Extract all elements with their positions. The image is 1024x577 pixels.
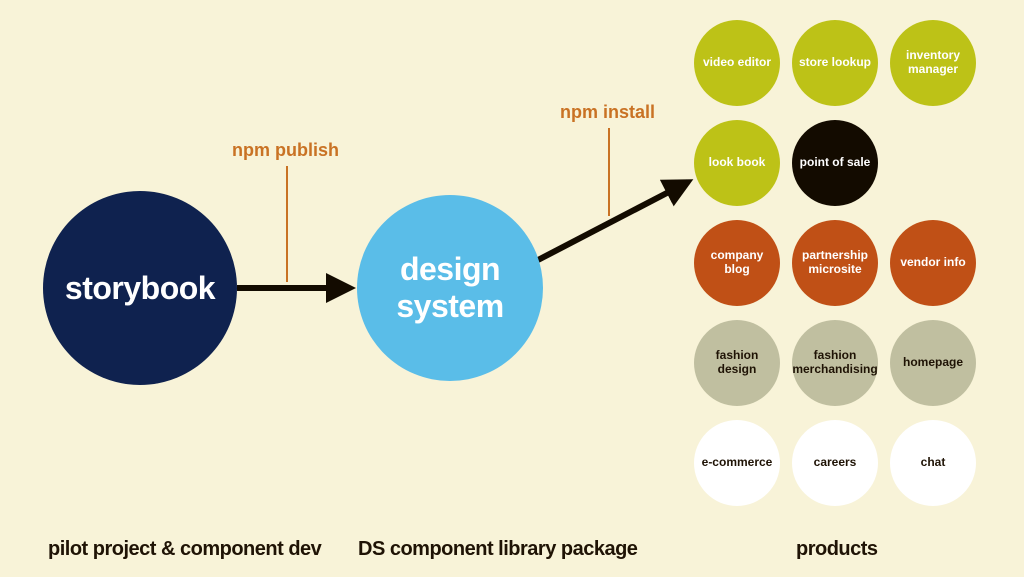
- product-label: inventory manager: [890, 45, 976, 81]
- product-circle: inventory manager: [890, 20, 976, 106]
- product-circle: point of sale: [792, 120, 878, 206]
- arrow-install: [538, 182, 688, 260]
- product-label: fashion merchandising: [788, 345, 881, 381]
- product-label: fashion design: [694, 345, 780, 381]
- product-circle: video editor: [694, 20, 780, 106]
- product-circle: company blog: [694, 220, 780, 306]
- product-circle: vendor info: [890, 220, 976, 306]
- cmd-install-label: npm install: [560, 102, 655, 123]
- caption-package: DS component library package: [358, 538, 637, 561]
- product-label: partnership microsite: [792, 245, 878, 281]
- cmd-install-connector: [608, 128, 610, 216]
- product-circle: partnership microsite: [792, 220, 878, 306]
- product-label: chat: [917, 452, 950, 474]
- caption-pilot: pilot project & component dev: [48, 538, 321, 561]
- product-circle: store lookup: [792, 20, 878, 106]
- storybook-circle: storybook: [43, 191, 237, 385]
- cmd-publish-label: npm publish: [232, 140, 339, 161]
- product-circle: chat: [890, 420, 976, 506]
- product-label: store lookup: [795, 52, 875, 74]
- product-label: look book: [705, 152, 770, 174]
- storybook-label: storybook: [65, 270, 215, 307]
- design-system-circle: design system: [357, 195, 543, 381]
- product-label: homepage: [899, 352, 967, 374]
- product-circle: fashion design: [694, 320, 780, 406]
- caption-products: products: [796, 538, 878, 561]
- product-circle: e-commerce: [694, 420, 780, 506]
- product-circle: homepage: [890, 320, 976, 406]
- product-circle: look book: [694, 120, 780, 206]
- product-label: point of sale: [796, 152, 875, 174]
- product-circle: fashion merchandising: [792, 320, 878, 406]
- product-circle: careers: [792, 420, 878, 506]
- cmd-publish-connector: [286, 166, 288, 282]
- product-label: company blog: [694, 245, 780, 281]
- product-label: video editor: [699, 52, 775, 74]
- product-label: vendor info: [896, 252, 969, 274]
- product-label: e-commerce: [698, 452, 777, 474]
- product-label: careers: [810, 452, 861, 474]
- design-system-label: design system: [357, 251, 543, 325]
